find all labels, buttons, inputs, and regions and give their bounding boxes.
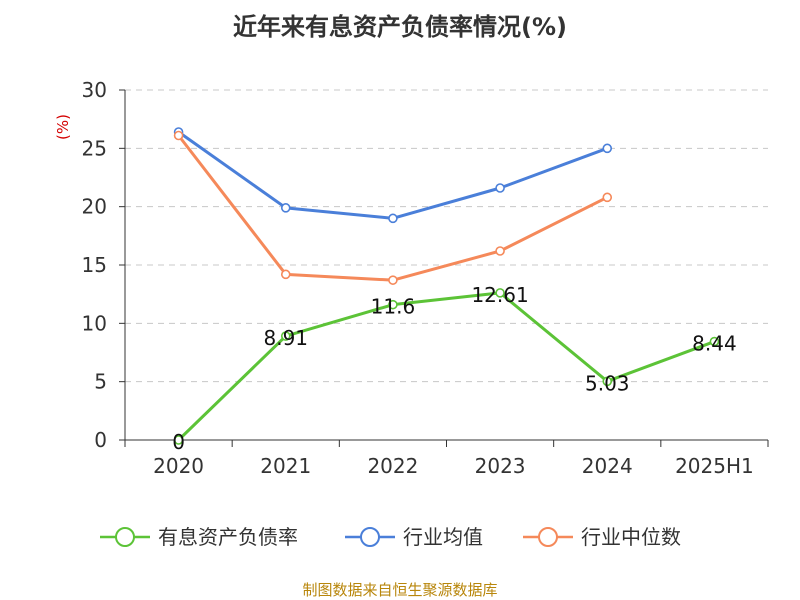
data-point xyxy=(602,192,613,203)
data-point xyxy=(495,183,505,193)
y-tick-label: 10 xyxy=(82,311,107,335)
data-point xyxy=(602,376,613,387)
legend-label: 行业中位数 xyxy=(581,525,681,549)
legend: 有息资产负债率 行业均值 行业中位数 xyxy=(100,525,681,549)
y-tick-label: 20 xyxy=(82,195,107,219)
axes: 0 5 10 15 20 25 30 2020 2021 2022 2023 2024 2025H1 xyxy=(82,78,769,478)
data-label: 8.44 xyxy=(692,332,737,356)
data-point xyxy=(495,246,505,256)
legend-label: 行业均值 xyxy=(403,525,483,549)
data-label: 0 xyxy=(172,430,185,454)
data-label: 12.61 xyxy=(471,283,528,307)
legend-label: 有息资产负债率 xyxy=(158,525,298,549)
data-point xyxy=(280,331,291,341)
data-point xyxy=(388,213,398,224)
y-tick-label: 25 xyxy=(82,136,107,160)
x-tick-label: 2021 xyxy=(260,454,311,478)
data-labels: 0 8.91 11.6 12.61 5.03 8.44 xyxy=(172,283,736,454)
data-label: 11.6 xyxy=(371,295,416,319)
y-tick-label: 15 xyxy=(82,253,107,277)
data-point xyxy=(173,435,184,445)
data-point xyxy=(280,269,291,280)
x-tick-label: 2024 xyxy=(582,454,633,478)
x-tick-label: 2020 xyxy=(153,454,204,478)
grid-lines xyxy=(125,89,768,383)
legend-marker xyxy=(360,527,380,547)
data-point xyxy=(495,288,505,298)
legend-marker xyxy=(115,527,135,547)
data-point xyxy=(602,143,613,154)
legend-marker xyxy=(538,527,558,547)
y-tick-label: 30 xyxy=(82,78,107,102)
data-point xyxy=(388,275,398,285)
x-tick-label: 2025H1 xyxy=(675,454,754,478)
source-note: 制图数据来自恒生聚源数据库 xyxy=(302,581,497,599)
data-label: 5.03 xyxy=(585,371,630,395)
y-tick-label: 5 xyxy=(94,370,107,394)
data-point xyxy=(173,130,184,141)
y-tick-label: 0 xyxy=(94,428,107,452)
series-line-2 xyxy=(177,134,608,282)
y-axis-unit: (%) xyxy=(54,114,72,140)
series-line-1 xyxy=(177,130,608,220)
x-tick-label: 2022 xyxy=(367,454,418,478)
series-lines xyxy=(173,127,720,445)
series-line-0 xyxy=(177,291,715,442)
data-label: 8.91 xyxy=(263,326,308,350)
chart-title: 近年来有息资产负债率情况(%) xyxy=(233,13,567,41)
data-point xyxy=(280,203,291,213)
data-point xyxy=(709,336,720,347)
x-tick-label: 2023 xyxy=(475,454,526,478)
data-point xyxy=(388,299,398,310)
